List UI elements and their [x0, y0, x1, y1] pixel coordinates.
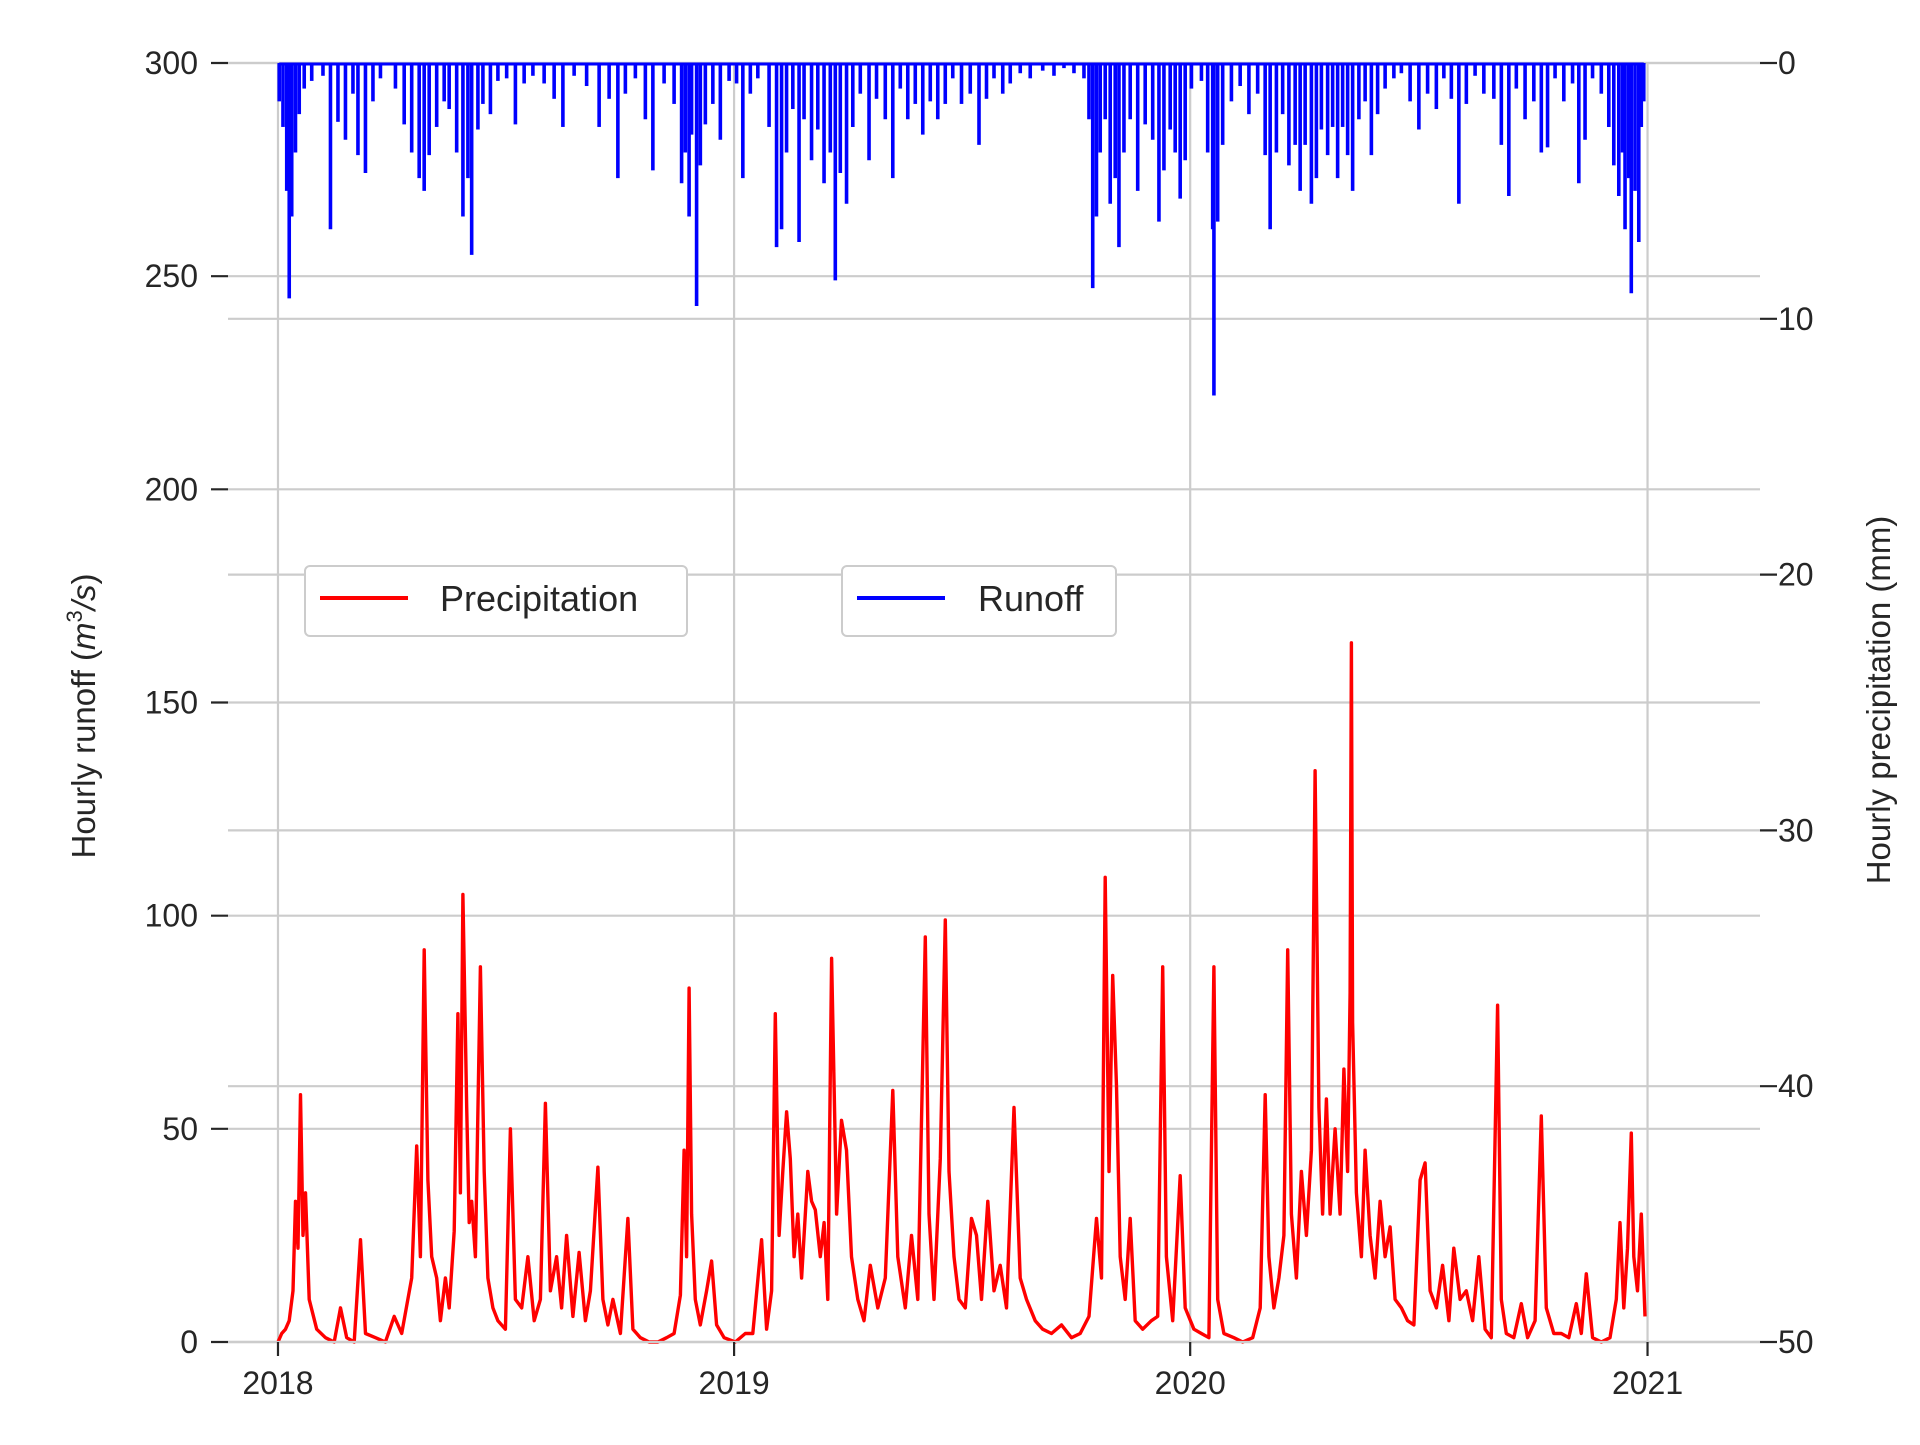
right-tick-label: 20 — [1778, 557, 1814, 593]
legend-precipitation: Precipitation — [304, 565, 688, 637]
precipitation-series — [276, 641, 1647, 1344]
legend-precipitation-label: Precipitation — [440, 578, 638, 619]
x-axis-ticks: 2018 2019 2020 2021 — [242, 1342, 1683, 1401]
x-tick-label: 2018 — [242, 1365, 313, 1401]
left-tick-label: 150 — [145, 685, 198, 721]
x-axis-gridlines — [276, 63, 1649, 1342]
left-tick-label: 250 — [145, 258, 198, 294]
legend-runoff: Runoff — [841, 565, 1117, 637]
right-tick-label: 30 — [1778, 812, 1814, 848]
right-axis-ticks: 0 10 20 30 40 50 — [1760, 45, 1814, 1360]
legend-runoff-box — [841, 565, 1117, 637]
left-axis-gridlines — [228, 61, 1760, 1344]
runoff-series — [277, 62, 1646, 396]
left-tick-label: 200 — [145, 471, 198, 507]
right-tick-label: 40 — [1778, 1068, 1814, 1104]
left-tick-label: 100 — [145, 898, 198, 934]
series-layer — [276, 62, 1647, 1344]
right-tick-label: 10 — [1778, 301, 1814, 337]
right-tick-label: 0 — [1778, 45, 1796, 81]
precipitation-line — [276, 641, 1647, 1344]
left-axis-ticks: 0 50 100 150 200 250 300 — [145, 45, 228, 1360]
legend-precipitation-box — [304, 565, 688, 637]
x-tick-label: 2021 — [1612, 1365, 1683, 1401]
left-axis-label: Hourly runoff (m3/s) — [62, 574, 102, 859]
x-tick-label: 2020 — [1155, 1365, 1226, 1401]
legend-runoff-label: Runoff — [978, 578, 1084, 619]
right-tick-label: 50 — [1778, 1324, 1814, 1360]
left-tick-label: 50 — [162, 1111, 198, 1147]
left-tick-label: 0 — [180, 1324, 198, 1360]
right-axis-label: Hourly precipitation (mm) — [1860, 516, 1897, 885]
left-tick-label: 300 — [145, 45, 198, 81]
x-tick-label: 2019 — [698, 1365, 769, 1401]
